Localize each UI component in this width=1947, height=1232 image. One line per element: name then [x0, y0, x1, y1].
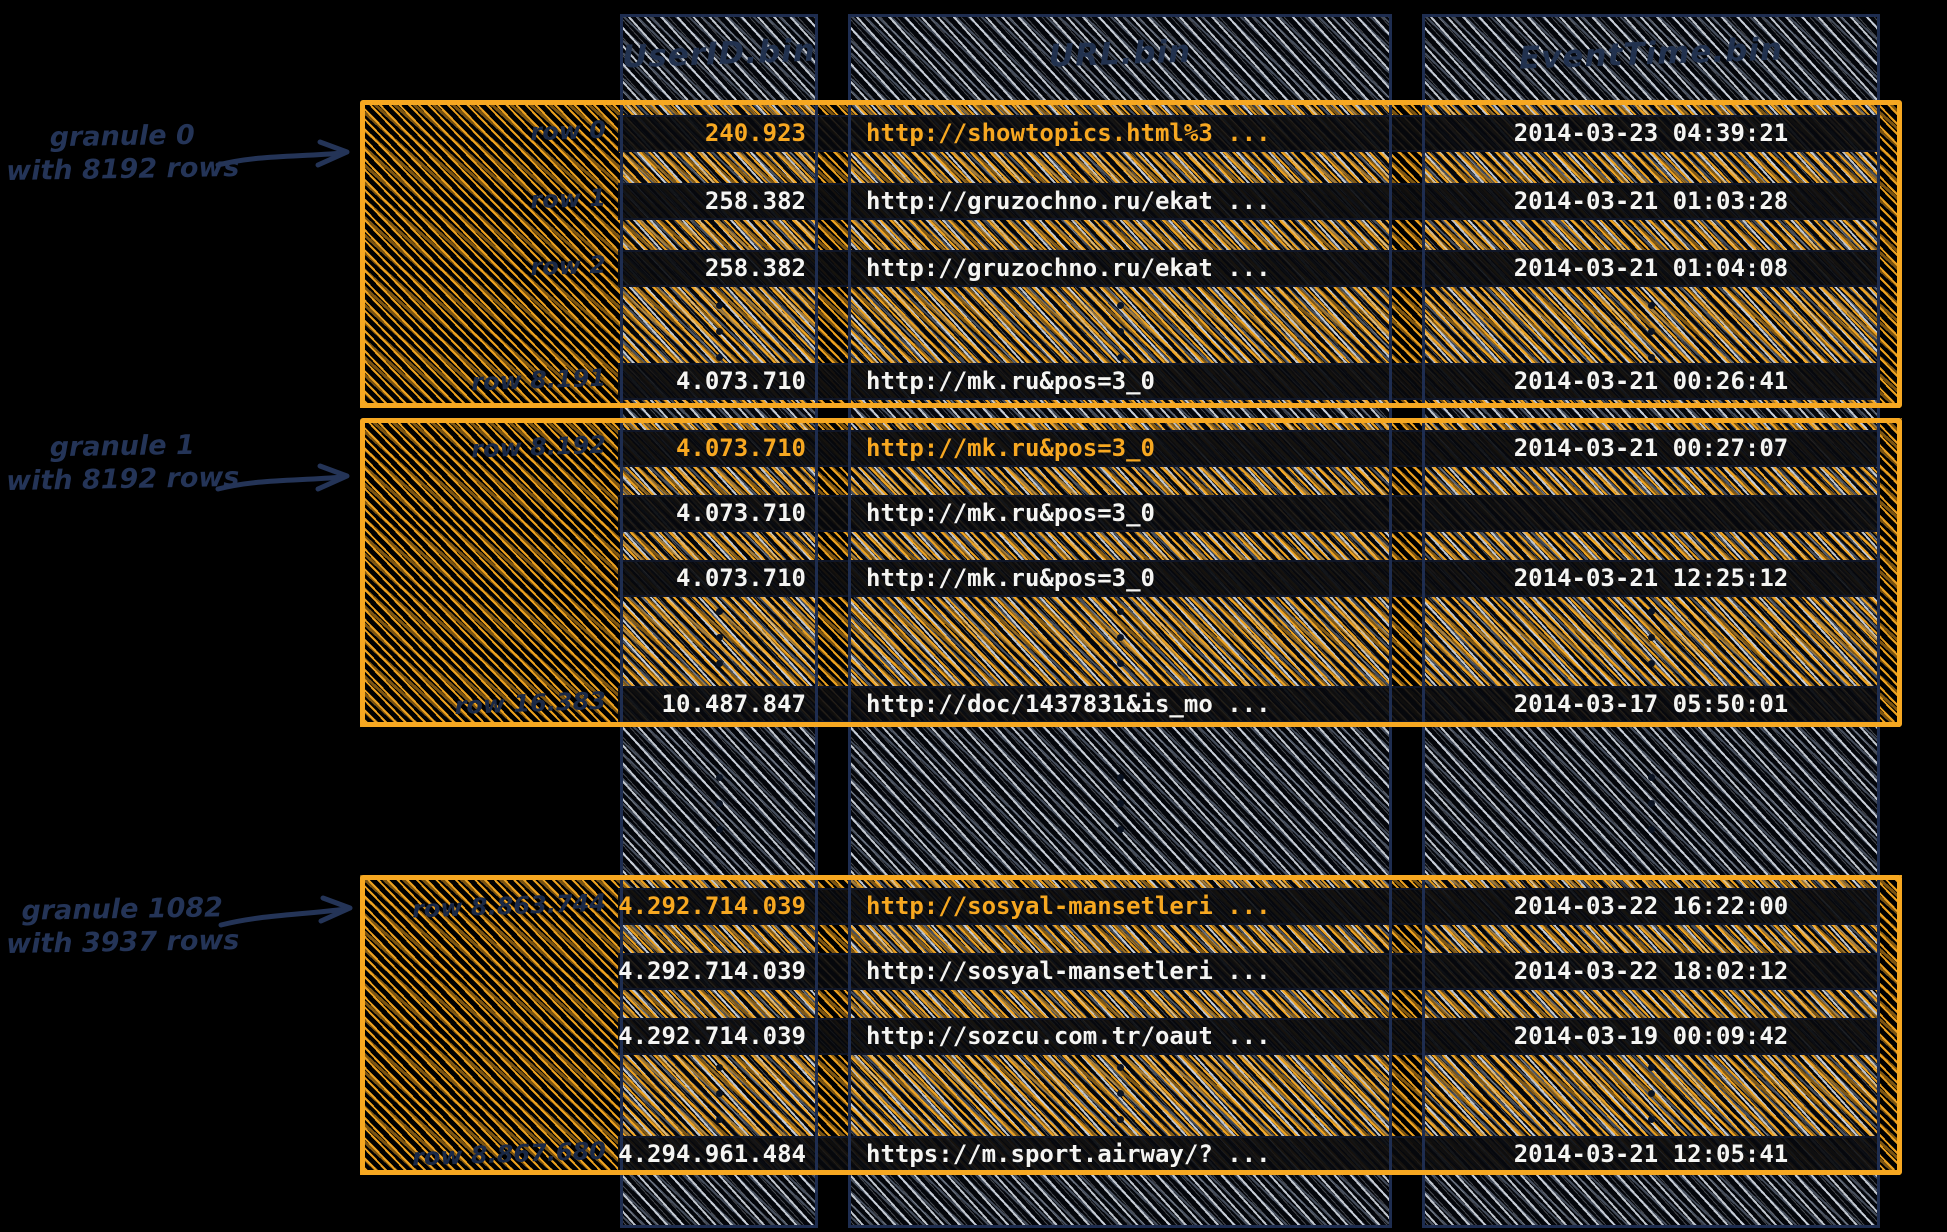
cell-url: https://m.sport.airway/? ... — [866, 1140, 1271, 1168]
ellipsis-dot — [1117, 354, 1124, 361]
cell-eventtime: 2014-03-19 00:09:42 — [1513, 1022, 1789, 1050]
cell-eventtime: 2014-03-21 12:25:12 — [1513, 564, 1789, 592]
cell-url: http://sosyal-mansetleri ... — [866, 957, 1271, 985]
ellipsis-dot — [1117, 826, 1124, 833]
cell-url: http://mk.ru&pos=3_0 — [866, 499, 1155, 527]
ellipsis-dot — [1648, 826, 1655, 833]
table-row — [618, 183, 1880, 220]
ellipsis-dot — [716, 660, 723, 667]
table-row — [618, 953, 1880, 990]
ellipsis-dot — [1648, 1064, 1655, 1071]
ellipsis-dot — [1648, 634, 1655, 641]
cell-eventtime: 2014-03-21 00:26:41 — [1513, 367, 1789, 395]
ellipsis-dot — [1117, 608, 1124, 615]
ellipsis-dot — [716, 826, 723, 833]
ellipsis-dot — [1117, 800, 1124, 807]
ellipsis-dot — [1117, 1116, 1124, 1123]
ellipsis-dot — [716, 328, 723, 335]
granule-0-annotation-line2: with 8192 rows — [5, 151, 240, 188]
granule-1082-annotation-line2: with 3937 rows — [5, 924, 240, 961]
cell-url: http://mk.ru&pos=3_0 — [866, 434, 1155, 462]
arrow-to-granule-0-icon — [215, 139, 350, 168]
ellipsis-dot — [716, 354, 723, 361]
ellipsis-dot — [1648, 354, 1655, 361]
cell-userid: 4.292.714.039 — [618, 892, 806, 920]
table-row — [618, 560, 1880, 597]
cell-eventtime: 2014-03-22 18:02:12 — [1513, 957, 1789, 985]
cell-eventtime: 2014-03-21 01:04:08 — [1513, 254, 1789, 282]
ellipsis-dot — [716, 634, 723, 641]
ellipsis-dot — [1648, 302, 1655, 309]
table-row — [618, 686, 1880, 723]
ellipsis-dot — [1117, 1090, 1124, 1097]
cell-userid: 4.073.710 — [675, 434, 806, 462]
cell-userid: 4.294.961.484 — [618, 1140, 806, 1168]
table-row — [618, 250, 1880, 287]
column-header-userid: UserID.bin — [621, 32, 817, 76]
ellipsis-dot — [1648, 1116, 1655, 1123]
table-row — [618, 495, 1880, 532]
ellipsis-dot — [716, 800, 723, 807]
cell-userid: 258.382 — [704, 187, 806, 215]
cell-eventtime — [1460, 495, 1842, 532]
cell-userid: 10.487.847 — [661, 690, 807, 718]
arrow-to-granule-1-icon — [215, 463, 350, 492]
table-row — [618, 363, 1880, 400]
table-row — [618, 1018, 1880, 1055]
granule-0-annotation-line1: granule 0 — [49, 119, 196, 154]
ellipsis-dot — [716, 302, 723, 309]
granule-1-annotation-line2: with 8192 rows — [5, 461, 240, 498]
ellipsis-dot — [716, 1090, 723, 1097]
cell-eventtime: 2014-03-17 05:50:01 — [1513, 690, 1789, 718]
ellipsis-dot — [1648, 660, 1655, 667]
cell-url: http://mk.ru&pos=3_0 — [866, 367, 1155, 395]
ellipsis-dot — [1648, 1090, 1655, 1097]
ellipsis-dot — [1648, 774, 1655, 781]
table-row — [618, 430, 1880, 467]
cell-url: http://doc/1437831&is_mo ... — [866, 690, 1271, 718]
ellipsis-dot — [1117, 660, 1124, 667]
cell-userid: 4.292.714.039 — [618, 1022, 806, 1050]
cell-userid: 4.073.710 — [675, 564, 806, 592]
arrow-to-granule-1082-icon — [218, 895, 353, 928]
cell-url: http://gruzochno.ru/ekat ... — [866, 254, 1271, 282]
cell-eventtime: 2014-03-22 16:22:00 — [1513, 892, 1789, 920]
cell-userid: 258.382 — [704, 254, 806, 282]
ellipsis-dot — [716, 1064, 723, 1071]
cell-userid: 4.292.714.039 — [618, 957, 806, 985]
ellipsis-dot — [1648, 328, 1655, 335]
granule-1-annotation-line1: granule 1 — [49, 429, 196, 464]
cell-eventtime: 2014-03-21 12:05:41 — [1513, 1140, 1789, 1168]
granule-1082-annotation: granule 1082 with 3937 rows — [4, 891, 240, 961]
ellipsis-dot — [1117, 634, 1124, 641]
cell-url: http://sosyal-mansetleri ... — [866, 892, 1271, 920]
cell-eventtime: 2014-03-23 04:39:21 — [1513, 119, 1789, 147]
cell-url: http://showtopics.html%3 ... — [866, 119, 1271, 147]
ellipsis-dot — [1648, 800, 1655, 807]
ellipsis-dot — [716, 774, 723, 781]
cell-url: http://sozcu.com.tr/oaut ... — [866, 1022, 1271, 1050]
granule-0-annotation: granule 0 with 8192 rows — [4, 118, 240, 188]
ellipsis-dot — [1117, 302, 1124, 309]
ellipsis-dot — [716, 1116, 723, 1123]
cell-eventtime: 2014-03-21 00:27:07 — [1513, 434, 1789, 462]
granule-1-annotation: granule 1 with 8192 rows — [4, 428, 240, 498]
ellipsis-dot — [1648, 608, 1655, 615]
ellipsis-dot — [1117, 1064, 1124, 1071]
granule-1082-annotation-line1: granule 1082 — [21, 892, 224, 927]
ellipsis-dot — [716, 608, 723, 615]
cell-eventtime: 2014-03-21 01:03:28 — [1513, 187, 1789, 215]
cell-userid: 240.923 — [704, 119, 806, 147]
cell-url: http://gruzochno.ru/ekat ... — [866, 187, 1271, 215]
cell-userid: 4.073.710 — [675, 367, 806, 395]
cell-userid: 4.073.710 — [675, 499, 806, 527]
ellipsis-dot — [1117, 774, 1124, 781]
ellipsis-dot — [1117, 328, 1124, 335]
table-row — [618, 115, 1880, 152]
table-row — [618, 888, 1880, 925]
cell-url: http://mk.ru&pos=3_0 — [866, 564, 1155, 592]
